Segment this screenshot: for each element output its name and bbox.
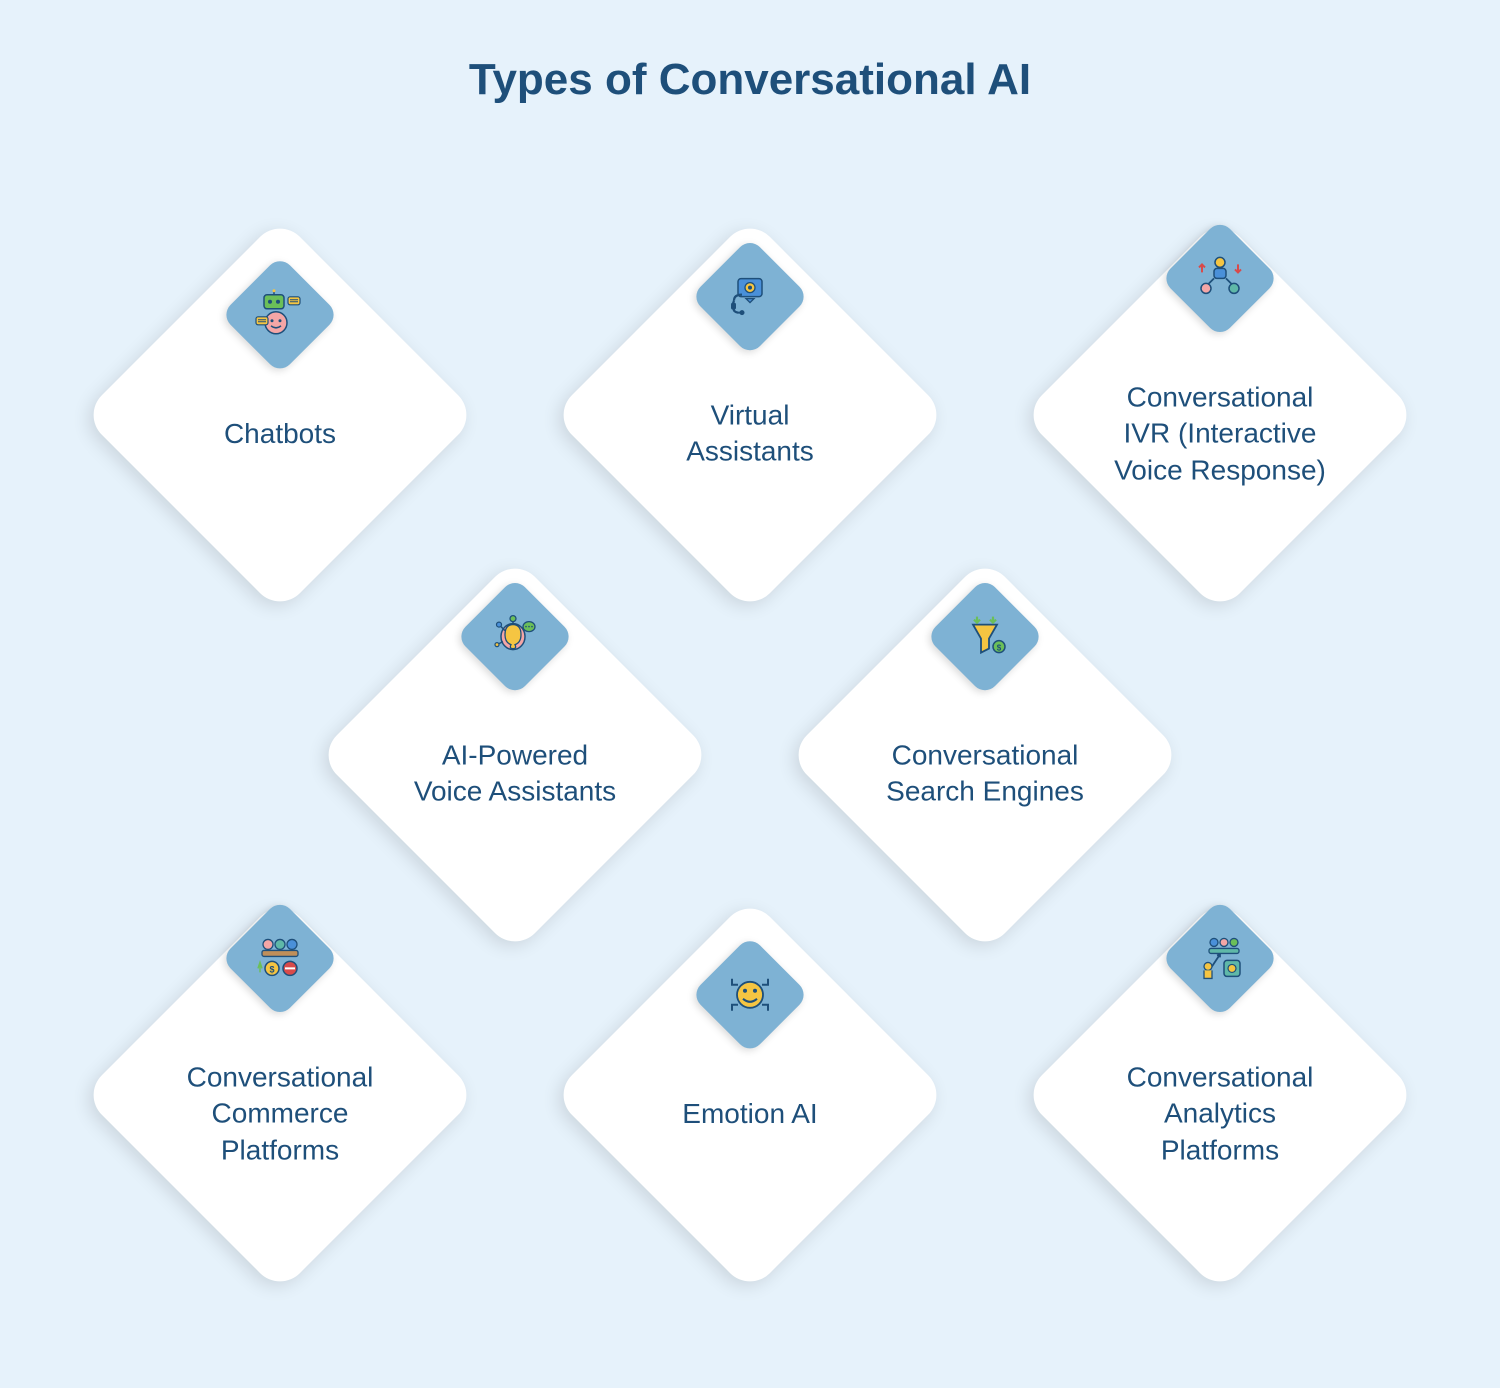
chatbot-icon (221, 255, 340, 374)
card-label: ConversationalIVR (InteractiveVoice Resp… (1114, 379, 1326, 488)
card-virtual-assistants: VirtualAssistants (552, 217, 948, 613)
card-content: Chatbots (90, 378, 470, 452)
card-label: Emotion AI (682, 1096, 817, 1132)
card-label: Chatbots (224, 416, 336, 452)
card-emotion-ai: Emotion AI (552, 897, 948, 1293)
card-conversational-commerce: ConversationalCommercePlatforms (82, 897, 478, 1293)
funnel-icon (926, 577, 1045, 696)
ivr-icon (1161, 219, 1280, 338)
card-chatbots: Chatbots (82, 217, 478, 613)
card-conversational-analytics: ConversationalAnalyticsPlatforms (1022, 897, 1418, 1293)
infographic-container: Types of Conversational AI Chatbots Virtu… (0, 0, 1500, 1388)
cards-area: Chatbots VirtualAssistants ConversationalI… (0, 155, 1500, 1355)
card-content: Emotion AI (560, 1058, 940, 1132)
card-content: VirtualAssistants (560, 360, 940, 471)
emotion-icon (691, 935, 810, 1054)
card-label: ConversationalSearch Engines (886, 738, 1084, 811)
card-label: ConversationalAnalyticsPlatforms (1127, 1059, 1314, 1168)
card-ai-voice-assistants: AI-PoweredVoice Assistants (317, 557, 713, 953)
card-content: ConversationalIVR (InteractiveVoice Resp… (1030, 341, 1410, 488)
commerce-icon (221, 899, 340, 1018)
card-conversational-search: ConversationalSearch Engines (787, 557, 1183, 953)
headset-icon (691, 237, 810, 356)
card-label: ConversationalCommercePlatforms (187, 1059, 374, 1168)
analytics-icon (1161, 899, 1280, 1018)
page-title: Types of Conversational AI (0, 0, 1500, 105)
card-content: ConversationalAnalyticsPlatforms (1030, 1021, 1410, 1168)
card-conversational-ivr: ConversationalIVR (InteractiveVoice Resp… (1022, 217, 1418, 613)
ai-brain-icon (456, 577, 575, 696)
card-label: AI-PoweredVoice Assistants (414, 738, 616, 811)
card-content: ConversationalCommercePlatforms (90, 1021, 470, 1168)
card-label: VirtualAssistants (686, 398, 814, 471)
card-content: AI-PoweredVoice Assistants (325, 700, 705, 811)
card-content: ConversationalSearch Engines (795, 700, 1175, 811)
